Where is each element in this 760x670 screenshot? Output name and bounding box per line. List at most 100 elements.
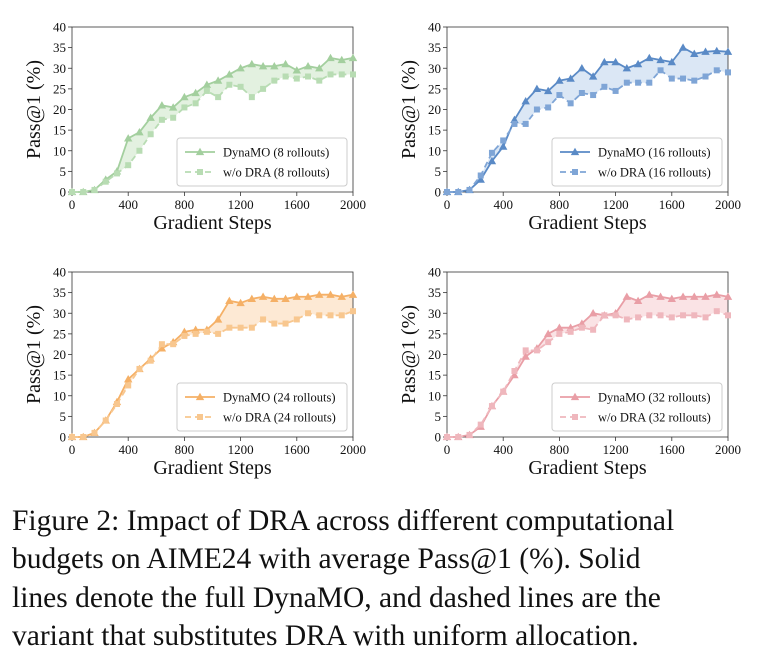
marker bbox=[477, 421, 484, 428]
marker bbox=[80, 189, 87, 195]
y-tick-label: 5 bbox=[435, 164, 442, 179]
marker bbox=[102, 417, 109, 424]
marker bbox=[197, 414, 203, 420]
marker bbox=[158, 116, 165, 123]
x-tick-label: 800 bbox=[175, 442, 195, 457]
marker bbox=[350, 308, 356, 315]
marker bbox=[315, 290, 324, 298]
marker bbox=[668, 314, 675, 321]
y-tick-label: 5 bbox=[60, 164, 67, 179]
marker bbox=[305, 73, 312, 80]
marker bbox=[337, 55, 346, 64]
marker bbox=[113, 170, 120, 177]
marker bbox=[271, 77, 278, 84]
x-tick-label: 0 bbox=[69, 197, 76, 212]
marker bbox=[499, 142, 508, 150]
marker bbox=[136, 365, 143, 372]
marker bbox=[466, 186, 473, 193]
marker bbox=[702, 73, 709, 80]
y-tick-label: 15 bbox=[53, 368, 66, 383]
marker bbox=[197, 169, 203, 175]
marker bbox=[271, 320, 278, 327]
marker bbox=[247, 294, 257, 302]
caption-line: variant that substitutes DRA with unifor… bbox=[12, 620, 639, 652]
y-tick-label: 20 bbox=[428, 347, 441, 362]
x-axis-label: Gradient Steps bbox=[528, 457, 647, 479]
y-tick-label: 0 bbox=[60, 430, 67, 445]
marker bbox=[203, 328, 210, 335]
marker bbox=[236, 298, 245, 307]
y-tick-label: 30 bbox=[53, 306, 66, 321]
caption-line: Figure 2: Impact of DRA across different… bbox=[12, 505, 674, 537]
marker bbox=[136, 147, 143, 154]
marker bbox=[601, 83, 608, 90]
marker bbox=[202, 80, 212, 88]
marker bbox=[600, 57, 609, 66]
marker bbox=[656, 292, 665, 300]
x-tick-label: 2000 bbox=[340, 442, 366, 457]
x-tick-label: 400 bbox=[493, 442, 513, 457]
marker bbox=[691, 312, 698, 319]
marker bbox=[258, 292, 268, 300]
fill-between bbox=[72, 57, 353, 192]
x-tick-label: 0 bbox=[69, 442, 76, 457]
marker bbox=[102, 178, 109, 185]
legend-box bbox=[551, 137, 723, 187]
y-tick-label: 10 bbox=[428, 388, 441, 403]
marker bbox=[622, 292, 632, 300]
marker bbox=[292, 292, 301, 300]
marker bbox=[543, 86, 553, 95]
marker bbox=[623, 316, 630, 323]
marker bbox=[180, 92, 189, 101]
marker bbox=[543, 329, 553, 338]
legend-box bbox=[176, 137, 348, 187]
y-tick-label: 20 bbox=[428, 102, 441, 117]
marker bbox=[578, 324, 585, 331]
x-tick-label: 400 bbox=[118, 197, 138, 212]
marker bbox=[645, 53, 654, 62]
y-tick-label: 15 bbox=[53, 123, 66, 138]
y-axis-label: Pass@1 (%) bbox=[23, 305, 45, 404]
legend-label: DynaMO (8 rollouts) bbox=[223, 146, 329, 160]
x-tick-label: 1200 bbox=[603, 442, 629, 457]
marker bbox=[248, 94, 255, 101]
marker bbox=[203, 87, 210, 94]
marker bbox=[91, 186, 98, 193]
marker bbox=[612, 312, 619, 319]
marker bbox=[191, 88, 200, 97]
legend-label: w/o DRA (24 rollouts) bbox=[223, 411, 336, 425]
y-axis-label: Pass@1 (%) bbox=[23, 60, 45, 159]
marker bbox=[646, 312, 653, 319]
marker bbox=[303, 61, 313, 70]
fill-between bbox=[447, 47, 728, 192]
marker bbox=[125, 162, 132, 169]
marker bbox=[556, 330, 563, 337]
y-tick-label: 25 bbox=[53, 81, 66, 96]
x-axis-label: Gradient Steps bbox=[153, 212, 272, 234]
legend-label: DynaMO (24 rollouts) bbox=[223, 391, 336, 405]
marker bbox=[545, 104, 552, 111]
y-tick-label: 0 bbox=[435, 185, 442, 200]
marker bbox=[572, 169, 578, 175]
marker bbox=[623, 79, 630, 86]
y-tick-label: 25 bbox=[53, 326, 66, 341]
legend-label: DynaMO (32 rollouts) bbox=[598, 391, 711, 405]
marker bbox=[455, 189, 462, 195]
marker bbox=[158, 341, 165, 348]
marker bbox=[226, 81, 233, 88]
x-tick-label: 1600 bbox=[659, 442, 685, 457]
marker bbox=[282, 320, 289, 327]
marker bbox=[570, 147, 580, 156]
caption-line: budgets on AIME24 with average Pass@1 (%… bbox=[12, 543, 641, 575]
y-tick-label: 0 bbox=[435, 430, 442, 445]
marker bbox=[522, 120, 529, 127]
marker bbox=[678, 292, 688, 300]
marker bbox=[578, 90, 585, 96]
y-tick-label: 35 bbox=[53, 285, 66, 300]
marker bbox=[680, 312, 687, 319]
marker bbox=[303, 292, 313, 300]
marker bbox=[533, 106, 540, 113]
marker bbox=[237, 83, 244, 90]
